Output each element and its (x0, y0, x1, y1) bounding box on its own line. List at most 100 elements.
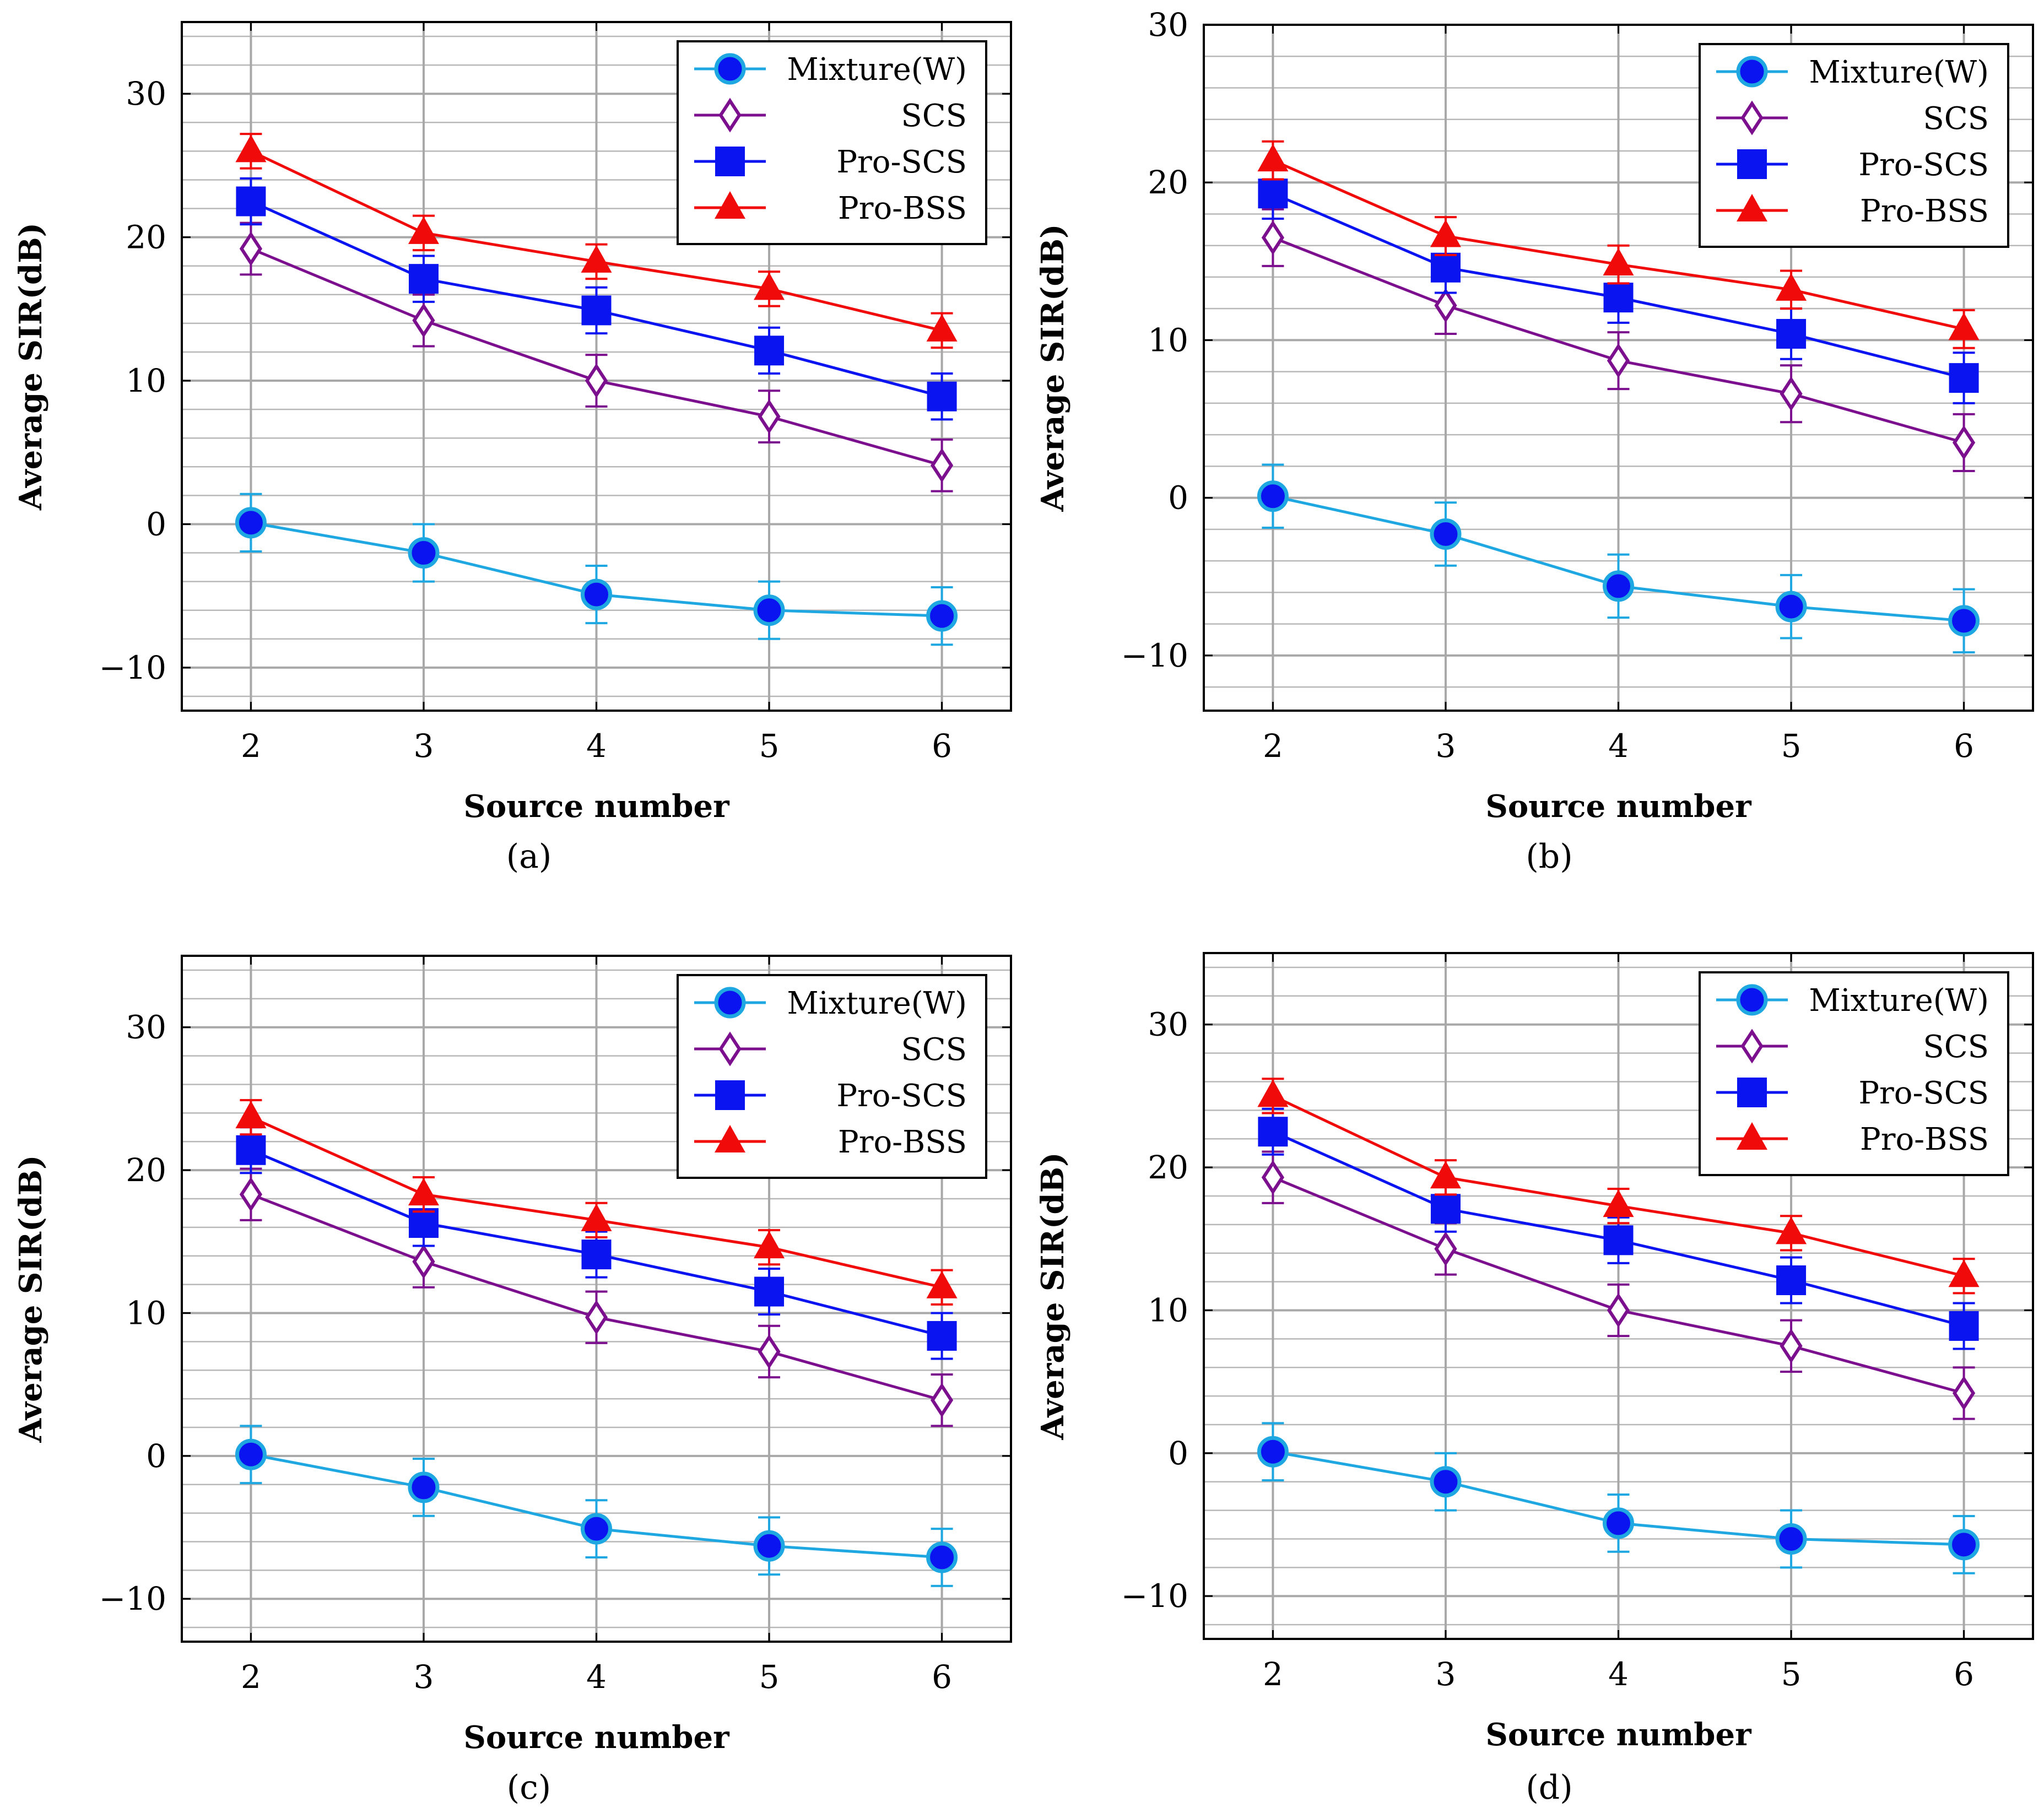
data-point (1948, 1529, 1980, 1561)
y-tick-label: −10 (1121, 1577, 1188, 1615)
data-point (581, 295, 612, 326)
y-tick-label: 20 (1148, 1149, 1188, 1186)
data-point (927, 1320, 957, 1351)
data-point (754, 1231, 785, 1259)
data-point (758, 1334, 781, 1369)
data-point (1948, 605, 1980, 637)
data-point (581, 245, 612, 273)
legend-item: Pro-SCS (1716, 147, 1989, 183)
data-point (1607, 343, 1630, 378)
legend-label: Mixture(W) (787, 986, 967, 1021)
legend-marker (1740, 1029, 1764, 1064)
data-point (1948, 1259, 1980, 1287)
chart-caption: (c) (507, 1768, 551, 1807)
data-point (236, 186, 266, 217)
x-tick-label: 6 (932, 727, 952, 765)
y-tick-label: 10 (126, 1294, 166, 1332)
data-point (236, 1135, 266, 1165)
y-tick-label: 20 (126, 1151, 166, 1189)
y-tick-label: −10 (99, 649, 166, 686)
data-point (1434, 1231, 1457, 1267)
data-point (926, 1541, 958, 1573)
series-pro-bss (235, 1098, 958, 1306)
data-point (1603, 1189, 1634, 1217)
x-tick-label: 3 (414, 1658, 434, 1696)
data-point (1949, 1311, 1979, 1341)
legend-marker (718, 1031, 742, 1067)
data-point (1776, 1265, 1807, 1295)
x-tick-label: 5 (1781, 727, 1802, 765)
legend-item: Pro-BSS (694, 1124, 967, 1160)
legend-marker (1736, 56, 1768, 88)
x-axis-title: Source number (463, 788, 730, 825)
legend-label: Pro-SCS (1858, 1075, 1989, 1111)
legend-marker (1737, 194, 1767, 221)
data-point (581, 1513, 612, 1545)
data-point (235, 134, 267, 163)
legend-marker (1737, 1122, 1767, 1150)
y-tick-label: 0 (1168, 1435, 1188, 1472)
data-point (412, 303, 435, 338)
data-point (926, 600, 958, 632)
legend-marker (1737, 149, 1767, 179)
legend-label: Pro-SCS (836, 144, 967, 180)
data-point (758, 399, 781, 434)
legend-item: SCS (694, 98, 967, 134)
legend-item: Pro-SCS (694, 1078, 967, 1114)
data-point (1776, 318, 1807, 349)
data-point (239, 231, 263, 266)
legend-label: SCS (1923, 101, 1989, 137)
data-point (1607, 1292, 1630, 1328)
data-point (1603, 570, 1634, 602)
chart-c: 2 3 4 5 6 −10 0 10 20 30 Source number Average SIR(… (13, 955, 1012, 1807)
series-mixture-w- (1257, 1422, 1980, 1574)
series-scs (239, 221, 954, 493)
legend-item: SCS (1716, 100, 1989, 137)
series-mixture-w- (235, 1425, 958, 1587)
data-point (235, 1101, 267, 1129)
data-point (1780, 1328, 1803, 1363)
legend-item: SCS (694, 1031, 967, 1068)
series-pro-scs (236, 177, 957, 421)
data-point (408, 1471, 440, 1503)
y-tick-label: −10 (99, 1580, 166, 1617)
data-point (1257, 144, 1289, 172)
x-tick-label: 2 (1263, 727, 1283, 765)
series-scs (1261, 1150, 1976, 1420)
x-tick-label: 4 (1608, 1655, 1629, 1693)
y-tick-label: 10 (1148, 1291, 1188, 1329)
data-point (235, 507, 267, 539)
y-axis-title: Average SIR(dB) (1035, 1152, 1071, 1440)
y-axis-title: Average SIR(dB) (13, 223, 49, 511)
legend-label: Pro-BSS (1860, 1122, 1989, 1157)
legend-item: Mixture(W) (1716, 983, 1989, 1019)
x-tick-label: 3 (414, 727, 434, 765)
data-point (1603, 1225, 1634, 1255)
legend-item: Mixture(W) (694, 52, 967, 88)
data-point (581, 578, 612, 610)
data-point (581, 1240, 612, 1270)
y-tick-label: 10 (126, 362, 166, 399)
data-point (1430, 1194, 1461, 1224)
series-pro-bss (235, 133, 958, 349)
legend-marker (714, 53, 746, 85)
y-tick-label: 10 (1148, 321, 1188, 359)
x-tick-label: 5 (759, 1658, 780, 1696)
legend-label: Mixture(W) (787, 52, 967, 88)
x-tick-label: 5 (759, 727, 780, 765)
data-point (235, 1438, 267, 1470)
data-point (930, 448, 954, 483)
x-tick-label: 4 (1608, 727, 1629, 765)
chart-d: 2 3 4 5 6 −10 0 10 20 30 Source number Average SIR(… (1035, 952, 2034, 1807)
data-point (754, 335, 785, 366)
x-tick-label: 2 (1263, 1655, 1283, 1693)
data-point (1258, 178, 1288, 209)
data-point (408, 1208, 439, 1238)
x-tick-label: 6 (1954, 1655, 1974, 1693)
data-point (1257, 1436, 1289, 1468)
x-tick-label: 5 (1781, 1655, 1802, 1693)
legend-item: Pro-BSS (1716, 1122, 1989, 1157)
legend-label: SCS (901, 98, 967, 134)
data-point (1258, 1117, 1288, 1147)
